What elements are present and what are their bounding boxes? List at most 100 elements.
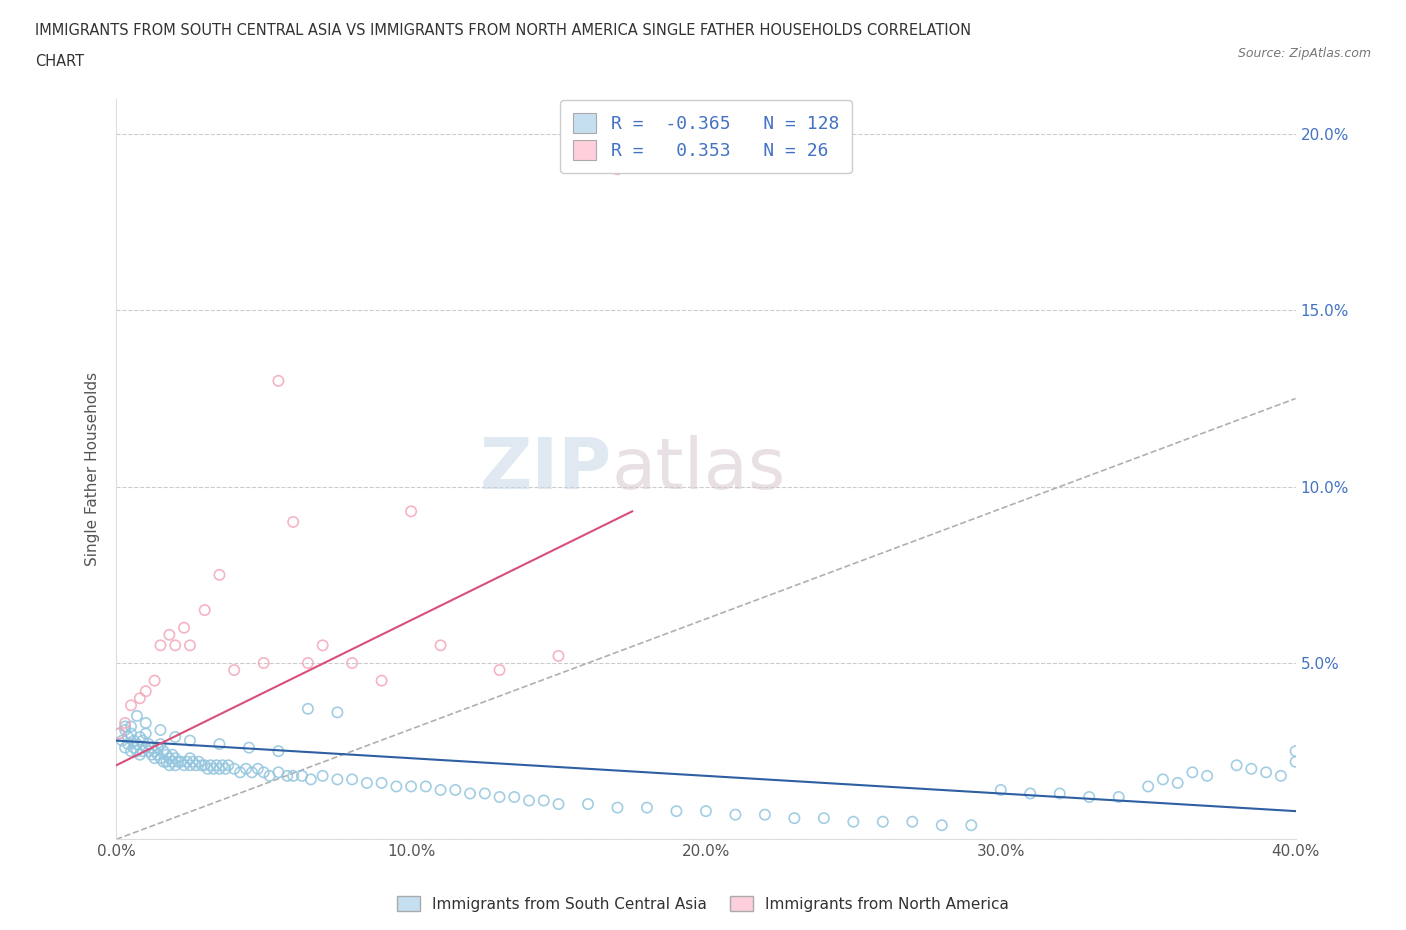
Point xyxy=(108,726,131,741)
Point xyxy=(173,758,195,773)
Point xyxy=(1270,768,1292,783)
Point xyxy=(181,754,204,769)
Point xyxy=(1284,744,1306,759)
Point xyxy=(606,800,628,815)
Point xyxy=(187,754,209,769)
Point xyxy=(117,730,139,745)
Point xyxy=(146,747,169,762)
Point xyxy=(326,705,349,720)
Point xyxy=(238,740,260,755)
Point xyxy=(1284,754,1306,769)
Point xyxy=(149,638,172,653)
Point xyxy=(267,374,290,389)
Point xyxy=(149,723,172,737)
Point xyxy=(162,754,184,769)
Point xyxy=(1078,790,1101,804)
Point xyxy=(194,758,217,773)
Point xyxy=(165,751,187,765)
Point xyxy=(547,797,569,812)
Point xyxy=(224,662,246,677)
Point xyxy=(960,817,983,832)
Point xyxy=(488,662,510,677)
Point xyxy=(533,793,555,808)
Point xyxy=(901,815,924,830)
Point xyxy=(311,638,333,653)
Point xyxy=(606,162,628,177)
Point xyxy=(208,737,231,751)
Point xyxy=(179,758,201,773)
Point xyxy=(114,723,136,737)
Point xyxy=(1226,758,1249,773)
Point xyxy=(120,744,142,759)
Point xyxy=(125,737,148,751)
Point xyxy=(240,764,263,779)
Point xyxy=(202,762,225,777)
Point xyxy=(517,793,540,808)
Point xyxy=(208,762,231,777)
Point xyxy=(458,786,481,801)
Point xyxy=(194,603,217,618)
Point xyxy=(155,754,177,769)
Point xyxy=(165,730,187,745)
Point xyxy=(120,719,142,734)
Point xyxy=(931,817,953,832)
Point xyxy=(370,776,392,790)
Point xyxy=(122,733,145,748)
Point xyxy=(117,737,139,751)
Point xyxy=(167,754,190,769)
Point xyxy=(173,620,195,635)
Point xyxy=(152,744,174,759)
Point xyxy=(291,768,314,783)
Point xyxy=(179,751,201,765)
Point xyxy=(1197,768,1219,783)
Point xyxy=(211,758,233,773)
Point xyxy=(208,567,231,582)
Point xyxy=(340,772,363,787)
Point xyxy=(108,726,131,741)
Point xyxy=(429,638,451,653)
Y-axis label: Single Father Households: Single Father Households xyxy=(86,372,100,566)
Legend: Immigrants from South Central Asia, Immigrants from North America: Immigrants from South Central Asia, Immi… xyxy=(391,889,1015,918)
Text: atlas: atlas xyxy=(612,434,786,503)
Point xyxy=(224,762,246,777)
Text: IMMIGRANTS FROM SOUTH CENTRAL ASIA VS IMMIGRANTS FROM NORTH AMERICA SINGLE FATHE: IMMIGRANTS FROM SOUTH CENTRAL ASIA VS IM… xyxy=(35,23,972,38)
Point xyxy=(162,747,184,762)
Point xyxy=(179,733,201,748)
Point xyxy=(724,807,747,822)
Point xyxy=(385,779,408,794)
Point xyxy=(135,726,157,741)
Point xyxy=(990,782,1012,797)
Point xyxy=(340,656,363,671)
Point xyxy=(157,628,180,643)
Point xyxy=(813,811,835,826)
Point xyxy=(1019,786,1042,801)
Point xyxy=(297,656,319,671)
Point xyxy=(474,786,496,801)
Point xyxy=(1167,776,1189,790)
Point xyxy=(229,764,252,779)
Point xyxy=(429,782,451,797)
Point xyxy=(356,776,378,790)
Point xyxy=(276,768,298,783)
Point xyxy=(135,684,157,698)
Point xyxy=(191,758,214,773)
Point xyxy=(184,758,207,773)
Point xyxy=(217,758,239,773)
Point xyxy=(370,673,392,688)
Point xyxy=(141,740,163,755)
Point xyxy=(1152,772,1174,787)
Point xyxy=(1108,790,1130,804)
Point xyxy=(695,804,717,818)
Text: Source: ZipAtlas.com: Source: ZipAtlas.com xyxy=(1237,46,1371,60)
Point xyxy=(179,638,201,653)
Point xyxy=(253,656,276,671)
Point xyxy=(1254,764,1277,779)
Point xyxy=(246,762,269,777)
Point xyxy=(259,768,281,783)
Point xyxy=(165,758,187,773)
Point xyxy=(120,726,142,741)
Point xyxy=(267,764,290,779)
Point xyxy=(399,779,422,794)
Point xyxy=(135,715,157,730)
Point xyxy=(842,815,865,830)
